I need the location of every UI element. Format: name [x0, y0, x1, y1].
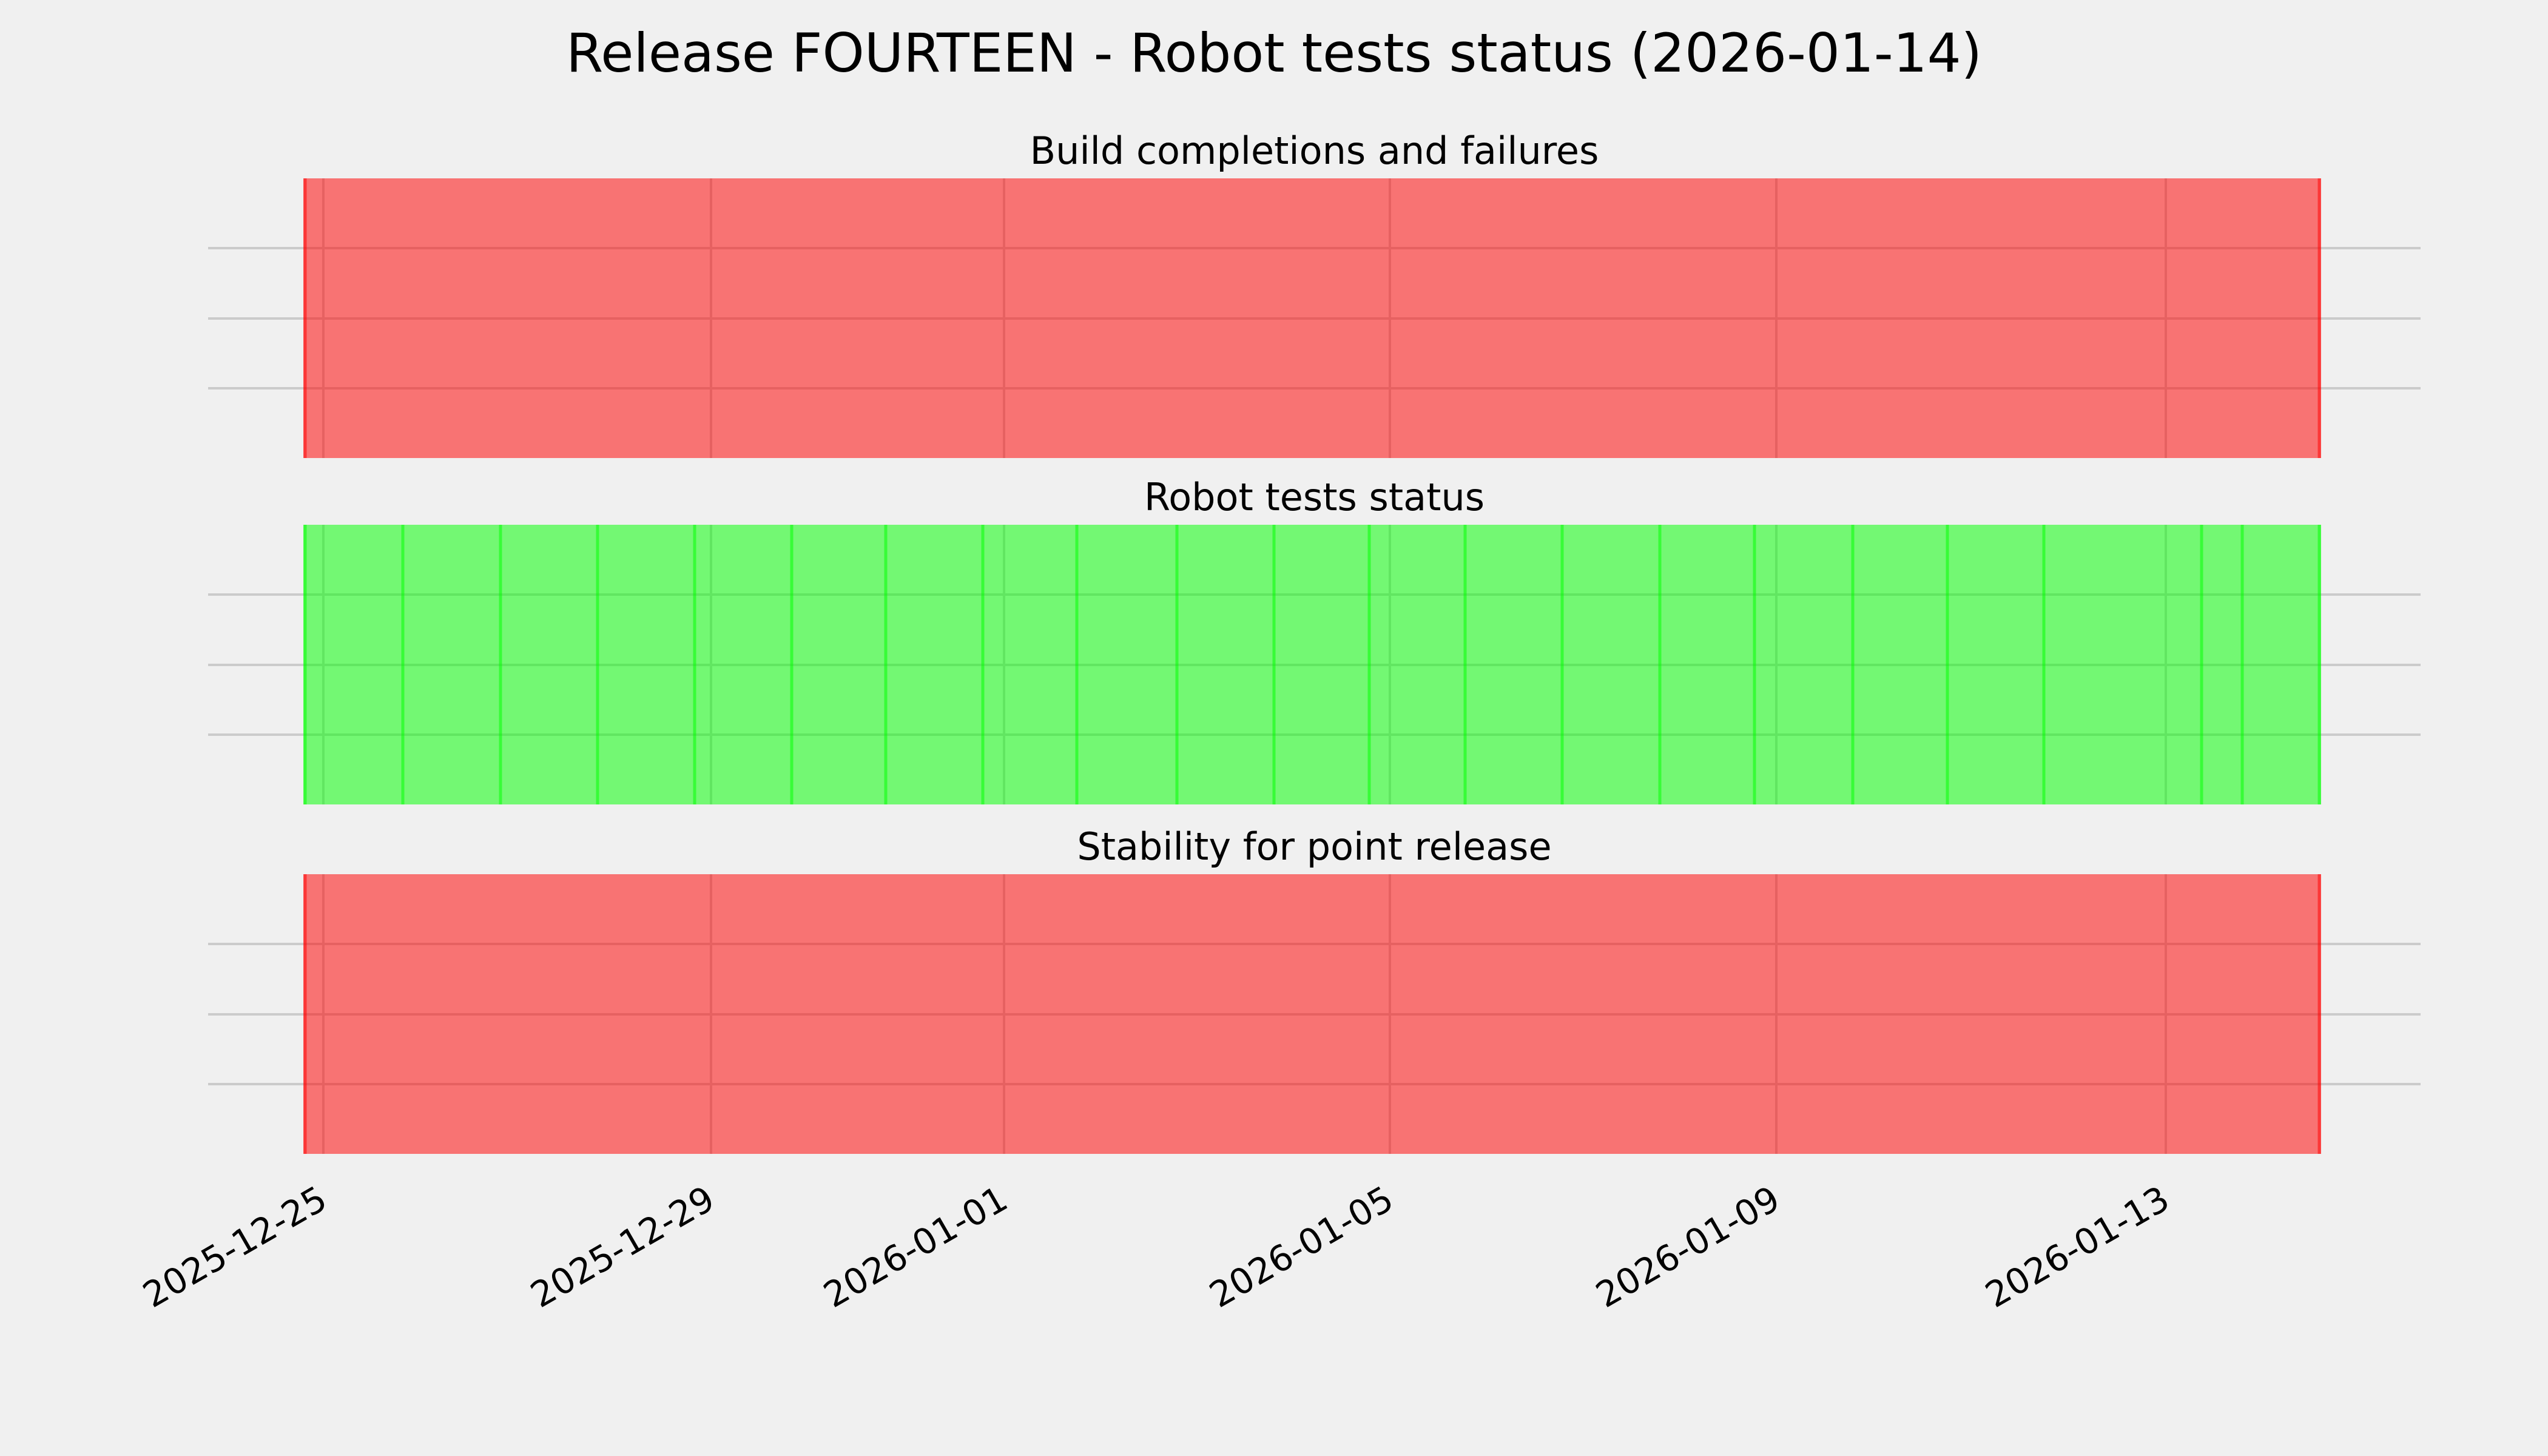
event-line-pass [1753, 525, 1756, 804]
event-line-pass [884, 525, 888, 804]
event-line-fail [2317, 178, 2321, 458]
event-line-fail [303, 178, 307, 458]
event-line-pass [2317, 525, 2321, 804]
event-line-pass [1658, 525, 1662, 804]
x-tick-label: 2025-12-29 [524, 1178, 722, 1316]
x-tick-label: 2026-01-01 [817, 1178, 1015, 1316]
status-span-fail [303, 874, 2321, 1154]
event-line-pass [790, 525, 794, 804]
event-line-pass [596, 525, 599, 804]
event-line-pass [1175, 525, 1179, 804]
event-line-pass [1946, 525, 1949, 804]
x-tick-label: 2026-01-09 [1589, 1178, 1787, 1316]
event-line-pass [2240, 525, 2244, 804]
event-line-pass [1560, 525, 1564, 804]
event-line-pass [1367, 525, 1371, 804]
event-line-pass [2200, 525, 2203, 804]
event-line-fail [2317, 874, 2321, 1154]
event-line-pass [1851, 525, 1855, 804]
event-line-pass [693, 525, 696, 804]
event-line-pass [1463, 525, 1467, 804]
axes-3 [208, 874, 2421, 1154]
event-line-pass [303, 525, 307, 804]
x-tick-label: 2026-01-05 [1202, 1178, 1401, 1316]
event-line-pass [1272, 525, 1276, 804]
event-line-pass [981, 525, 985, 804]
subplot-title: Build completions and failures [1030, 129, 1599, 173]
status-span-pass [303, 525, 2321, 804]
subplot-title: Stability for point release [1077, 824, 1552, 869]
event-line-fail [303, 874, 307, 1154]
subplot-title: Robot tests status [1144, 475, 1485, 519]
figure-title: Release FOURTEEN - Robot tests status (2… [566, 22, 1982, 84]
x-tick-label: 2025-12-25 [136, 1178, 334, 1316]
x-tick-label: 2026-01-13 [1978, 1178, 2177, 1316]
axes-1 [208, 178, 2421, 458]
event-line-pass [401, 525, 405, 804]
event-line-pass [1075, 525, 1079, 804]
status-span-fail [303, 178, 2321, 458]
event-line-pass [2042, 525, 2046, 804]
axes-2 [208, 525, 2421, 804]
event-line-pass [499, 525, 502, 804]
